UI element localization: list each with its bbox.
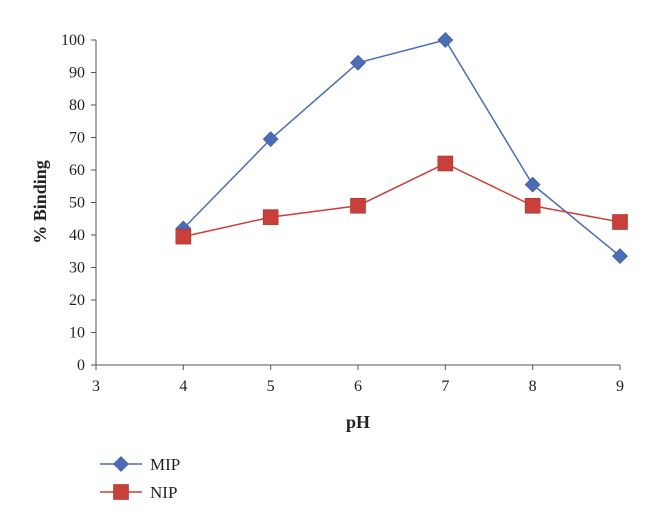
series-line-mip [182, 39, 621, 257]
y-tick-label: 20 [69, 292, 85, 309]
legend-marker-nip [113, 484, 129, 500]
series-nip [175, 155, 628, 245]
series-mip [175, 32, 628, 265]
legend-marker-mip [113, 456, 129, 472]
series-line-nip [183, 162, 621, 238]
y-tick-label: 60 [69, 162, 85, 179]
y-tick-label: 70 [69, 130, 85, 147]
legend-item-mip: MIP [100, 455, 180, 474]
data-point-nip [175, 228, 192, 245]
x-tick-label: 3 [92, 378, 100, 395]
y-tick-label: 30 [69, 260, 85, 277]
legend-label-nip: NIP [150, 483, 177, 502]
y-tick-label: 100 [61, 32, 85, 49]
legend-label-mip: MIP [150, 455, 180, 474]
y-tick-label: 90 [69, 65, 85, 82]
data-point-mip [612, 248, 628, 265]
data-point-nip [524, 197, 541, 214]
tick-labels: 0 10 20 30 40 50 60 70 80 90 100 3 4 5 6 7 8 9 [61, 32, 624, 395]
y-tick-label: 0 [77, 357, 85, 374]
x-tick-label: 9 [616, 378, 624, 395]
legend: MIP NIP [100, 455, 180, 502]
y-axis-title: % Binding [30, 160, 50, 244]
legend-item-nip: NIP [100, 483, 177, 502]
data-point-nip [612, 214, 628, 230]
data-point-nip [262, 209, 279, 225]
data-point-mip [262, 131, 279, 148]
data-point-nip [437, 155, 454, 172]
data-point-mip [524, 176, 541, 193]
x-axis-title: pH [346, 412, 370, 432]
series-layer [175, 32, 628, 265]
x-tick-label: 8 [529, 378, 537, 395]
x-tick-label: 6 [354, 378, 362, 395]
y-tick-label: 40 [69, 227, 85, 244]
axes [91, 39, 621, 370]
y-tick-label: 50 [69, 195, 85, 212]
data-point-nip [350, 197, 366, 214]
x-tick-label: 5 [267, 378, 275, 395]
y-tick-label: 80 [69, 97, 85, 114]
x-tick-label: 4 [179, 378, 187, 395]
x-tick-label: 7 [441, 378, 449, 395]
data-point-mip [437, 32, 454, 48]
data-point-mip [350, 54, 366, 71]
y-tick-label: 10 [69, 325, 85, 342]
